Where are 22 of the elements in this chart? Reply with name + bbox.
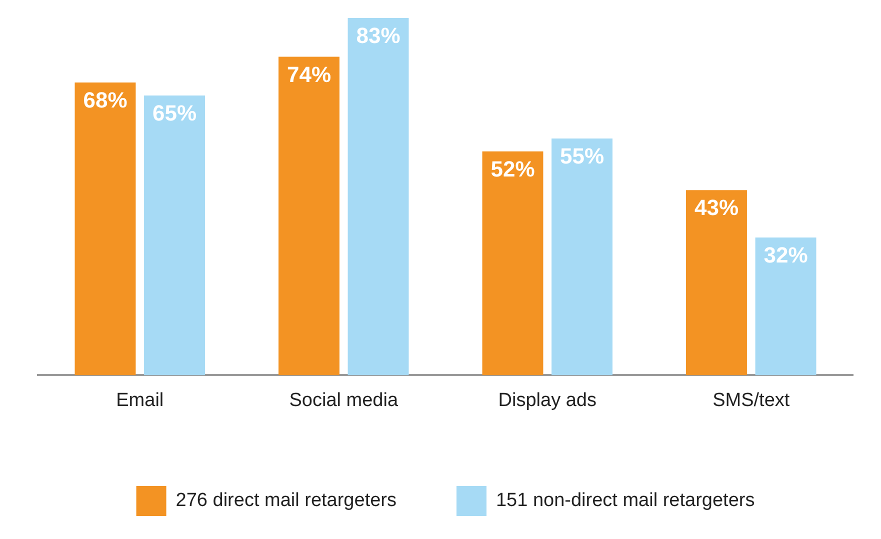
data-label: 43%: [694, 195, 739, 220]
legend-label: 276 direct mail retargeters: [176, 490, 396, 512]
data-label: 32%: [764, 242, 808, 268]
x-tick-label: Social media: [289, 390, 398, 411]
x-tick-label: Email: [116, 390, 164, 411]
data-label: 74%: [286, 62, 332, 87]
data-label: 83%: [356, 23, 400, 48]
data-label: 52%: [490, 156, 535, 182]
bar: [144, 95, 205, 376]
bar: [686, 190, 747, 376]
data-label: 68%: [83, 88, 128, 113]
bar: [74, 82, 136, 376]
data-label: 65%: [152, 100, 197, 126]
bar: [755, 237, 816, 376]
bar: [552, 138, 612, 376]
bar: [348, 18, 409, 376]
bar: [482, 151, 544, 376]
x-tick-label: Display ads: [498, 390, 596, 411]
data-label: 55%: [560, 144, 604, 169]
x-tick-label: SMS/text: [712, 390, 790, 411]
bar: [278, 56, 340, 376]
legend-label: 151 non-direct mail retargeters: [496, 490, 755, 512]
